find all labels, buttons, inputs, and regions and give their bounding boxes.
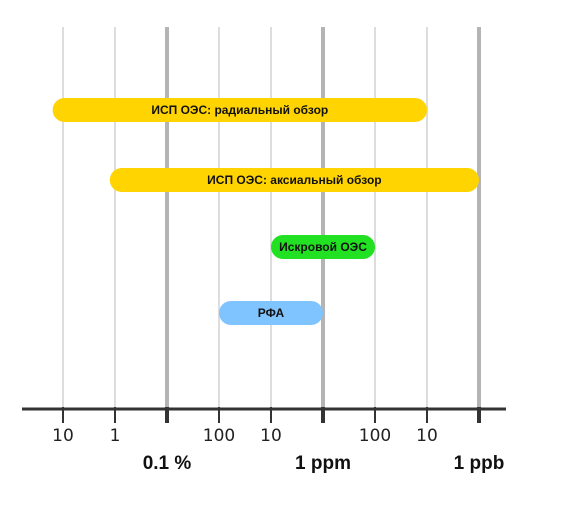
x-tick-label: 100 — [359, 426, 391, 446]
range-bar-label: ИСП ОЭС: аксиальный обзор — [207, 173, 381, 187]
x-axis-ticks: 10 1 100 10 100 10 — [52, 407, 481, 446]
x-tick-label: 100 — [203, 426, 235, 446]
gridlines — [62, 27, 481, 409]
decade-labels: 0.1 % 1 ppm 1 ppb — [143, 453, 505, 474]
decade-label: 0.1 % — [143, 453, 192, 474]
range-bar-label: РФА — [258, 306, 285, 320]
range-bar — [52, 98, 427, 122]
x-tick-label: 10 — [52, 426, 74, 446]
range-bars: ИСП ОЭС: радиальный обзор ИСП ОЭС: аксиал… — [52, 98, 480, 325]
range-bar — [109, 168, 480, 192]
x-tick-label: 1 — [110, 426, 121, 446]
range-bar-label: Искровой ОЭС — [279, 240, 367, 254]
x-tick-label: 10 — [416, 426, 438, 446]
range-bar — [271, 235, 375, 259]
range-bar — [219, 301, 323, 325]
x-tick-label: 10 — [260, 426, 282, 446]
decade-label: 1 ppm — [295, 453, 351, 474]
decade-label: 1 ppb — [454, 453, 505, 474]
range-bar-label: ИСП ОЭС: радиальный обзор — [151, 103, 328, 117]
